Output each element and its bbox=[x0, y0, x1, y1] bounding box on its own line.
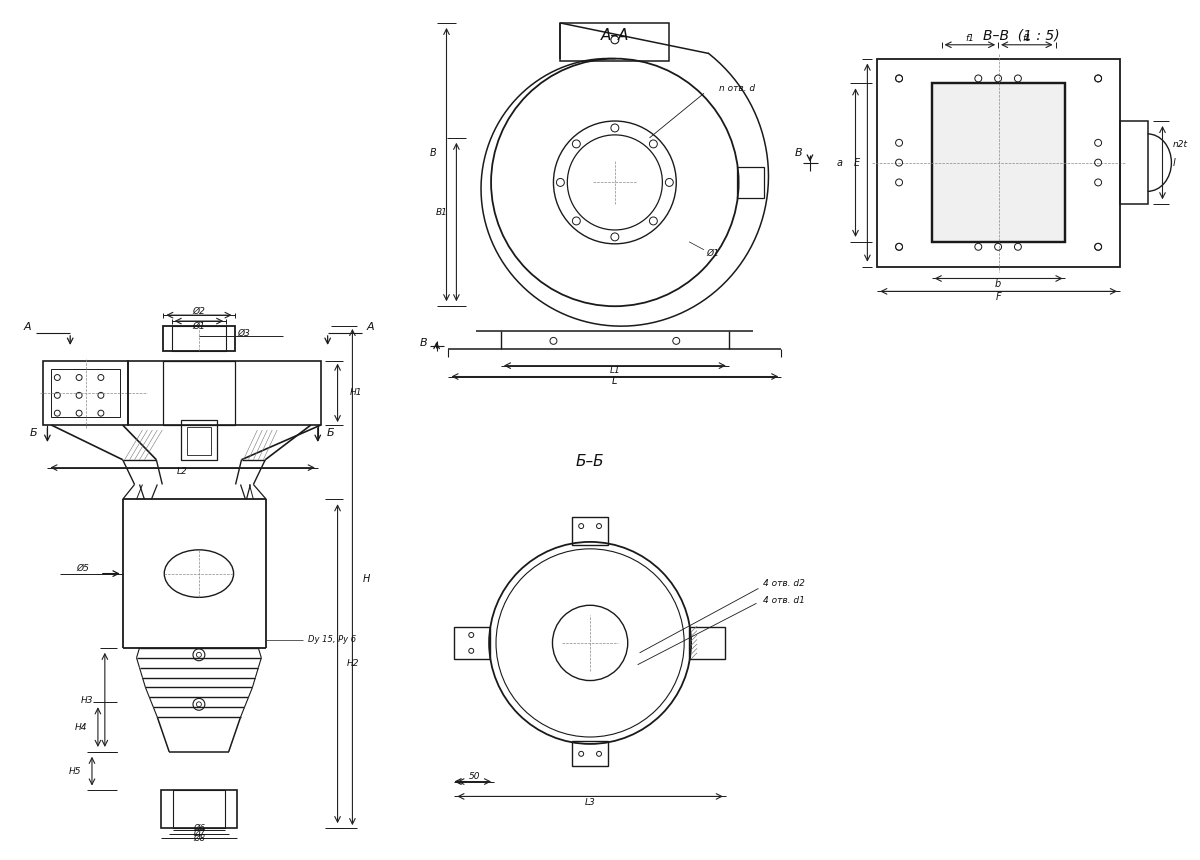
Bar bbox=[163, 360, 234, 425]
Text: F: F bbox=[995, 292, 1001, 303]
Text: Ø3: Ø3 bbox=[238, 329, 250, 337]
Text: Ø5: Ø5 bbox=[77, 564, 90, 573]
Text: 50: 50 bbox=[468, 772, 480, 781]
Text: B: B bbox=[420, 338, 427, 347]
Text: E: E bbox=[853, 157, 859, 168]
Text: А: А bbox=[24, 322, 31, 332]
Text: Ø2: Ø2 bbox=[192, 307, 205, 316]
Text: b: b bbox=[995, 280, 1001, 290]
Bar bbox=[455, 627, 490, 659]
Text: А–А: А–А bbox=[601, 28, 629, 43]
Text: Б: Б bbox=[326, 428, 335, 438]
Bar bbox=[877, 58, 1120, 267]
Bar bbox=[560, 23, 670, 60]
Text: Ø1: Ø1 bbox=[706, 249, 719, 258]
Bar bbox=[52, 369, 120, 417]
Bar bbox=[1120, 121, 1147, 204]
Text: f1: f1 bbox=[1022, 34, 1031, 43]
Bar bbox=[187, 427, 211, 455]
Text: Ø6: Ø6 bbox=[193, 824, 205, 832]
Text: L2: L2 bbox=[176, 467, 187, 476]
Text: n2t: n2t bbox=[1172, 140, 1187, 150]
Text: Б–Б: Б–Б bbox=[576, 454, 605, 470]
Bar bbox=[572, 741, 608, 765]
Text: H1: H1 bbox=[349, 389, 362, 397]
Text: Б: Б bbox=[30, 428, 37, 438]
Text: H4: H4 bbox=[74, 722, 88, 732]
Text: H3: H3 bbox=[80, 696, 92, 705]
Text: H2: H2 bbox=[347, 660, 359, 668]
Text: Ø8: Ø8 bbox=[193, 833, 205, 843]
Text: n отв. d: n отв. d bbox=[719, 83, 755, 93]
Text: L3: L3 bbox=[584, 798, 595, 807]
Text: f1: f1 bbox=[965, 34, 974, 43]
Bar bbox=[689, 627, 725, 659]
Text: Dy 15, Py 6: Dy 15, Py 6 bbox=[308, 636, 356, 644]
Text: А: А bbox=[366, 322, 374, 332]
Bar bbox=[43, 360, 127, 425]
Text: B1: B1 bbox=[436, 207, 448, 217]
Bar bbox=[931, 83, 1066, 242]
Bar bbox=[127, 360, 320, 425]
Text: B: B bbox=[794, 148, 802, 157]
Bar bbox=[163, 326, 234, 351]
Bar bbox=[737, 167, 764, 199]
Text: H5: H5 bbox=[68, 767, 82, 777]
Text: B: B bbox=[430, 148, 437, 157]
Bar bbox=[172, 326, 226, 351]
Text: L: L bbox=[612, 377, 618, 386]
Bar bbox=[161, 790, 236, 828]
Text: l: l bbox=[1172, 157, 1175, 168]
Bar bbox=[181, 420, 217, 460]
Text: H: H bbox=[362, 574, 370, 584]
Text: Ø1: Ø1 bbox=[192, 322, 205, 330]
Text: L1: L1 bbox=[610, 366, 620, 375]
Text: В–В  (1 : 5): В–В (1 : 5) bbox=[983, 29, 1060, 43]
Bar bbox=[931, 83, 1066, 242]
Text: Ø7: Ø7 bbox=[193, 828, 205, 838]
Bar bbox=[173, 790, 224, 828]
Text: 4 отв. d1: 4 отв. d1 bbox=[763, 596, 805, 605]
Text: 4 отв. d2: 4 отв. d2 bbox=[763, 579, 805, 588]
Text: a: a bbox=[836, 157, 842, 168]
Bar bbox=[572, 517, 608, 545]
